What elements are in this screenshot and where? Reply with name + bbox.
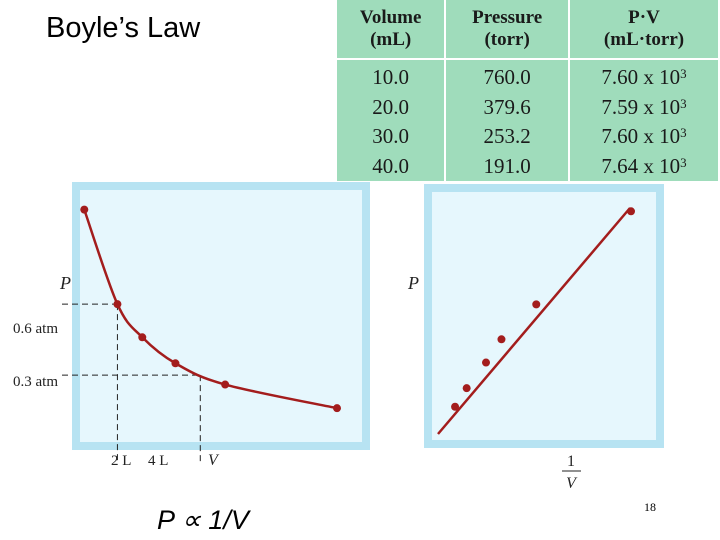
cell-pv-value: 7.59 x 10 bbox=[601, 94, 681, 119]
cell-pv-exponent: 3 bbox=[680, 95, 687, 111]
header-pressure-line1: Pressure bbox=[472, 7, 543, 28]
slide-title: Boyle’s Law bbox=[46, 12, 201, 44]
pv-data-points bbox=[80, 205, 341, 413]
boyle-data-table: Volume (mL) Pressure (torr) P·V (mL·torr) 1… bbox=[334, 0, 720, 181]
pv-data-point bbox=[221, 380, 230, 389]
p-invv-data-point bbox=[497, 335, 506, 344]
table-row: 40.0 191.0 7.64 x 103 bbox=[334, 151, 720, 181]
cell-volume: 20.0 bbox=[334, 92, 447, 123]
p-invv-x-label-numerator: 1 bbox=[567, 453, 575, 470]
p-invv-data-points bbox=[451, 207, 635, 411]
cell-volume: 10.0 bbox=[334, 59, 447, 93]
pv-y-tick-label: 0.6 atm bbox=[13, 321, 58, 337]
pv-data-point bbox=[333, 404, 341, 413]
header-pv-line2: (mL·torr) bbox=[603, 29, 685, 50]
cell-pressure: 760.0 bbox=[444, 59, 571, 93]
cell-pv-value: 7.64 x 10 bbox=[601, 153, 681, 178]
pv-x-tick-label: 4 L bbox=[148, 453, 168, 469]
pv-x-axis-label: V bbox=[208, 452, 220, 469]
cell-pv-value: 7.60 x 10 bbox=[601, 124, 681, 149]
pv-chart-panel bbox=[72, 182, 370, 450]
cell-pv: 7.64 x 103 bbox=[568, 151, 720, 181]
p-invv-data-point bbox=[462, 384, 471, 393]
table-row: 30.0 253.2 7.60 x 103 bbox=[334, 122, 720, 152]
pv-x-tick-label: 2 L bbox=[111, 453, 131, 469]
cell-pv-value: 7.60 x 10 bbox=[601, 65, 681, 90]
p-invv-series-line bbox=[437, 207, 631, 435]
header-volume-line2: (mL) bbox=[370, 29, 412, 50]
cell-volume: 40.0 bbox=[334, 151, 447, 181]
pv-y-tick-label: 0.3 atm bbox=[13, 374, 58, 390]
cell-pressure: 379.6 bbox=[444, 92, 571, 123]
pv-series-line bbox=[83, 209, 338, 410]
cell-pressure: 191.0 bbox=[444, 151, 571, 181]
p-invv-x-label-denominator: V bbox=[566, 475, 578, 492]
cell-pressure: 253.2 bbox=[444, 122, 571, 152]
header-volume-line1: Volume bbox=[359, 7, 422, 28]
cell-pv-exponent: 3 bbox=[680, 66, 687, 82]
cell-pv-exponent: 3 bbox=[680, 125, 687, 141]
pv-guide-lines bbox=[62, 303, 201, 462]
cell-volume: 30.0 bbox=[334, 122, 447, 152]
cell-pv: 7.59 x 103 bbox=[568, 92, 720, 123]
cell-pv: 7.60 x 103 bbox=[568, 122, 720, 152]
p-invv-data-point bbox=[482, 358, 490, 367]
header-pressure-line2: (torr) bbox=[484, 29, 530, 50]
p-invv-data-point bbox=[451, 402, 460, 411]
page-number: 18 bbox=[644, 500, 656, 514]
proportionality-statement: P ∝ 1/V bbox=[157, 505, 249, 535]
cell-pv-exponent: 3 bbox=[680, 154, 687, 170]
header-pv-line1: P·V bbox=[628, 7, 660, 28]
header-pressure: Pressure (torr) bbox=[444, 0, 571, 60]
header-pv: P·V (mL·torr) bbox=[568, 0, 720, 60]
pv-data-point bbox=[113, 300, 122, 309]
pv-data-point bbox=[138, 333, 147, 342]
pv-y-axis-label: P bbox=[59, 273, 71, 293]
table-row: 10.0 760.0 7.60 x 103 bbox=[334, 59, 720, 93]
p-invv-data-point bbox=[627, 207, 635, 216]
p-invv-y-axis-label: P bbox=[407, 273, 419, 293]
pv-data-point bbox=[171, 359, 180, 368]
pv-data-point bbox=[80, 205, 89, 214]
p-invv-data-point bbox=[532, 300, 541, 309]
table-row: 20.0 379.6 7.59 x 103 bbox=[334, 92, 720, 123]
header-volume: Volume (mL) bbox=[334, 0, 447, 60]
cell-pv: 7.60 x 103 bbox=[568, 59, 720, 93]
